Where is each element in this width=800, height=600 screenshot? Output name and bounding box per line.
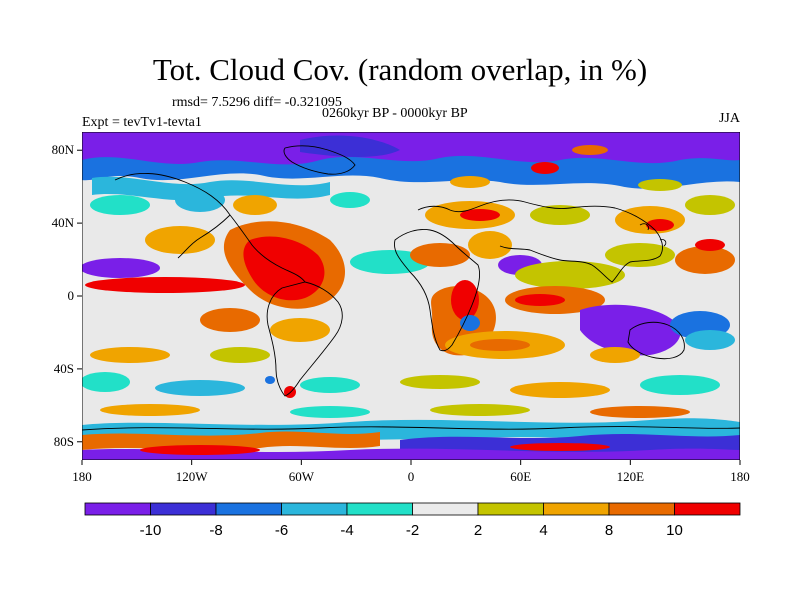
anomaly-region-south <box>82 347 740 460</box>
lat-tick-label: 80S <box>54 434 74 449</box>
colorbar-swatch <box>84 502 151 516</box>
colorbar-swatch <box>281 502 348 516</box>
lon-tick-label: 180 <box>72 469 92 484</box>
lat-tick-label: 80N <box>52 142 75 157</box>
colorbar-label: -8 <box>209 522 222 539</box>
colorbar-swatch <box>674 502 741 516</box>
colorbar-label: 10 <box>666 522 683 539</box>
lon-tick-label: 180 <box>730 469 750 484</box>
colorbar-label: -4 <box>340 522 353 539</box>
colorbar-label: -6 <box>275 522 288 539</box>
lon-tick-label: 0 <box>408 469 415 484</box>
anomaly-region-north-midlat <box>90 188 735 234</box>
colorbar-swatch <box>412 502 479 516</box>
colorbar-swatch <box>346 502 413 516</box>
lon-tick-label: 60E <box>510 469 531 484</box>
colorbar-label: -10 <box>140 522 162 539</box>
anomaly-region-arctic <box>82 132 740 201</box>
colorbar-swatch <box>150 502 217 516</box>
stats-text: rmsd= 7.5296 diff= -0.321095 <box>172 95 342 110</box>
colorbar-swatch <box>477 502 544 516</box>
colorbar-swatch <box>215 502 282 516</box>
latitude-axis: 80N 40N 0 40S 80S <box>52 142 82 449</box>
period-text: 0260kyr BP - 0000kyr BP <box>322 106 468 121</box>
coastlines <box>82 145 740 431</box>
colorbar: -10 -8 -6 -4 -2 2 4 8 10 <box>84 502 741 539</box>
lat-tick-label: 40S <box>54 361 74 376</box>
anomaly-region-americas <box>82 221 345 342</box>
plot-title: Tot. Cloud Cov. (random overlap, in %) <box>152 52 648 87</box>
lat-tick-label: 0 <box>68 288 75 303</box>
map-area <box>82 132 740 460</box>
colorbar-label: 8 <box>605 522 613 539</box>
colorbar-label: -2 <box>406 522 419 539</box>
lon-tick-label: 120E <box>617 469 645 484</box>
colorbar-swatch <box>543 502 610 516</box>
experiment-label: Expt = tevTv1-tevta1 <box>82 115 202 130</box>
colorbar-label: 4 <box>539 522 547 539</box>
lat-tick-label: 40N <box>52 215 75 230</box>
lon-tick-label: 120W <box>176 469 209 484</box>
longitude-axis: 180 120W 60W 0 60E 120E 180 <box>72 460 750 484</box>
colorbar-label: 2 <box>474 522 482 539</box>
season-label: JJA <box>718 111 740 126</box>
anomaly-region-africa-indian <box>350 231 625 359</box>
lon-tick-label: 60W <box>289 469 315 484</box>
colorbar-swatch <box>608 502 675 516</box>
